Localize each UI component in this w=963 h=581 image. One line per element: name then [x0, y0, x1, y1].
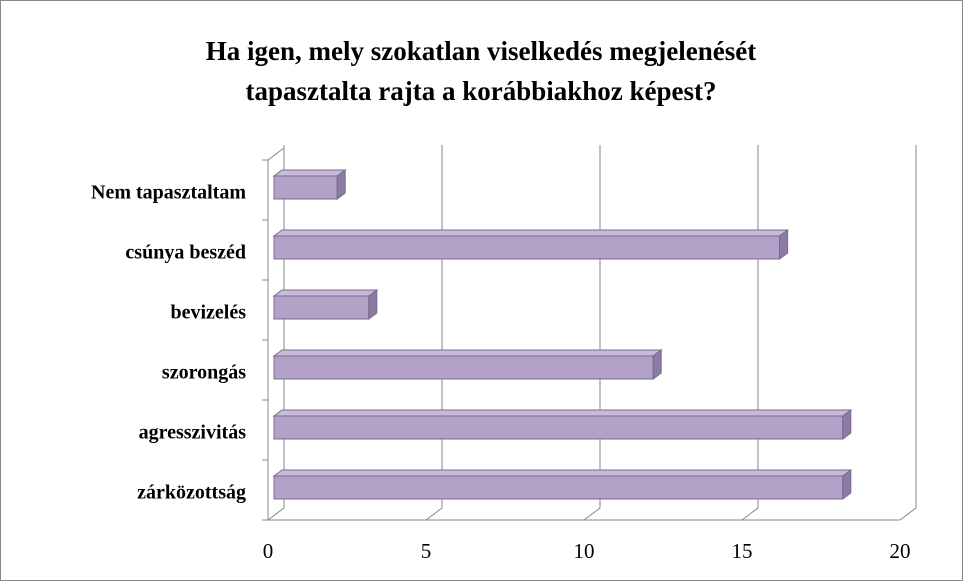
bar [272, 409, 853, 440]
chart-title: Ha igen, mely szokatlan viselkedés megje… [206, 36, 756, 66]
x-tick-label: 20 [890, 539, 911, 563]
y-tick-label: szorongás [162, 362, 246, 384]
x-tick-label: 0 [263, 539, 274, 563]
chart-title: tapasztalta rajta a korábbiakhoz képest? [246, 76, 717, 106]
bar [272, 349, 663, 380]
grid-line [741, 145, 759, 521]
bar-front [273, 295, 370, 320]
y-tick-label: zárközottság [137, 482, 246, 504]
bar [272, 229, 790, 260]
bar-front [273, 235, 781, 260]
y-tick-label: Nem tapasztaltam [91, 182, 246, 204]
grid-line [583, 145, 601, 521]
x-tick-label: 10 [574, 539, 595, 563]
bar-front [273, 475, 844, 500]
grid-line [425, 145, 443, 521]
y-tick-label: bevizelés [170, 302, 246, 324]
bar-top [272, 169, 347, 177]
y-tick-label: agresszivitás [139, 422, 247, 444]
x-tick-label: 5 [421, 539, 432, 563]
bar-top [272, 229, 790, 237]
wall-edge [267, 147, 285, 161]
bar-front [273, 355, 654, 380]
bar-side [652, 349, 662, 380]
bar-side [842, 409, 852, 440]
bar-top [272, 289, 379, 297]
bar [272, 169, 347, 200]
bar-front [273, 415, 844, 440]
bar-side [842, 469, 852, 500]
bar-top [272, 349, 663, 357]
x-tick-label: 15 [732, 539, 753, 563]
bar [272, 289, 379, 320]
bar-front [273, 175, 338, 200]
bar-side [779, 229, 789, 260]
bar-side [336, 169, 346, 200]
bar-top [272, 469, 853, 477]
grid-line [899, 145, 917, 521]
bar-side [368, 289, 378, 320]
bar-top [272, 409, 853, 417]
grid-line [267, 145, 285, 521]
bar [272, 469, 853, 500]
y-tick-label: csúnya beszéd [125, 242, 246, 264]
